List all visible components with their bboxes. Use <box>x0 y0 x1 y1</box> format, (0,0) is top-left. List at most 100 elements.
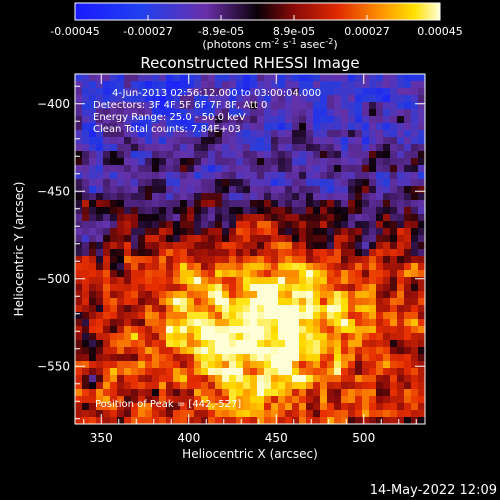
heatmap-cell <box>306 151 314 159</box>
heatmap-cell <box>180 200 188 208</box>
heatmap-cell <box>404 207 412 215</box>
heatmap-cell <box>96 186 104 194</box>
heatmap-cell <box>243 410 251 418</box>
heatmap-cell <box>117 242 125 250</box>
heatmap-cell <box>159 270 167 278</box>
heatmap-cell <box>215 228 223 236</box>
heatmap-cell <box>187 228 195 236</box>
heatmap-cell <box>110 186 118 194</box>
heatmap-cell <box>299 179 307 187</box>
heatmap-cell <box>243 242 251 250</box>
heatmap-cell <box>138 165 146 173</box>
heatmap-cell <box>355 130 363 138</box>
heatmap-cell <box>285 207 293 215</box>
heatmap-cell <box>355 144 363 152</box>
heatmap-cell <box>124 333 132 341</box>
x-tick-label: 450 <box>265 431 288 445</box>
heatmap-cell <box>236 263 244 271</box>
heatmap-cell <box>299 291 307 299</box>
heatmap-cell <box>285 179 293 187</box>
heatmap-cell <box>222 242 230 250</box>
heatmap-cell <box>103 396 111 404</box>
heatmap-cell <box>390 123 398 131</box>
heatmap-cell <box>397 354 405 362</box>
heatmap-cell <box>166 354 174 362</box>
heatmap-cell <box>187 291 195 299</box>
heatmap-cell <box>348 403 356 411</box>
heatmap-cell <box>124 340 132 348</box>
heatmap-cell <box>348 151 356 159</box>
heatmap-cell <box>166 284 174 292</box>
heatmap-cell <box>82 305 90 313</box>
heatmap-cell <box>208 319 216 327</box>
heatmap-cell <box>250 228 258 236</box>
heatmap-cell <box>110 144 118 152</box>
heatmap-cell <box>418 354 425 362</box>
heatmap-cell <box>75 249 83 257</box>
heatmap-cell <box>264 410 272 418</box>
heatmap-cell <box>236 354 244 362</box>
heatmap-cell <box>145 165 153 173</box>
heatmap-cell <box>159 277 167 285</box>
heatmap-cell <box>166 144 174 152</box>
heatmap-cell <box>166 102 174 110</box>
heatmap-cell <box>418 200 425 208</box>
heatmap-cell <box>383 193 391 201</box>
heatmap-cell <box>131 102 139 110</box>
heatmap-cell <box>159 165 167 173</box>
heatmap-cell <box>390 214 398 222</box>
heatmap-cell <box>96 354 104 362</box>
heatmap-cell <box>96 116 104 124</box>
heatmap-cell <box>152 263 160 271</box>
heatmap-cell <box>152 298 160 306</box>
heatmap-cell <box>327 74 335 82</box>
heatmap-cell <box>103 403 111 411</box>
heatmap-cell <box>215 74 223 82</box>
heatmap-cell <box>418 312 425 320</box>
heatmap-cell <box>236 368 244 376</box>
heatmap-cell <box>348 116 356 124</box>
heatmap-cell <box>404 186 412 194</box>
heatmap-cell <box>187 81 195 89</box>
heatmap-cell <box>152 277 160 285</box>
heatmap-cell <box>187 361 195 369</box>
heatmap-cell <box>320 333 328 341</box>
heatmap-cell <box>145 151 153 159</box>
heatmap-cell <box>138 158 146 166</box>
heatmap-cell <box>215 270 223 278</box>
heatmap-cell <box>257 396 265 404</box>
x-tick-label: 350 <box>90 431 113 445</box>
heatmap-cell <box>110 137 118 145</box>
heatmap-cell <box>229 95 237 103</box>
heatmap-cell <box>124 410 132 418</box>
heatmap-cell <box>299 347 307 355</box>
plot-frame <box>74 73 426 425</box>
heatmap-cell <box>320 354 328 362</box>
heatmap-cell <box>257 277 265 285</box>
heatmap-cell <box>208 389 216 397</box>
heatmap-cell <box>362 88 370 96</box>
heatmap-cell <box>173 347 181 355</box>
heatmap-cell <box>257 102 265 110</box>
heatmap-cell <box>187 298 195 306</box>
heatmap-cell <box>355 382 363 390</box>
heatmap-cell <box>264 74 272 82</box>
heatmap-cell <box>285 109 293 117</box>
heatmap-cell <box>327 130 335 138</box>
heatmap-cell <box>243 375 251 383</box>
heatmap-cell <box>201 396 209 404</box>
heatmap-cell <box>229 137 237 145</box>
heatmap-cell <box>229 116 237 124</box>
heatmap-cell <box>96 403 104 411</box>
heatmap-cell <box>313 389 321 397</box>
heatmap-cell <box>341 235 349 243</box>
heatmap-cell <box>376 375 384 383</box>
heatmap-cell <box>278 228 286 236</box>
heatmap-cell <box>145 172 153 180</box>
heatmap-cell <box>124 382 132 390</box>
heatmap-cell <box>250 291 258 299</box>
heatmap-cell <box>250 305 258 313</box>
heatmap-cell <box>180 95 188 103</box>
heatmap-cell <box>306 81 314 89</box>
heatmap-cell <box>222 200 230 208</box>
